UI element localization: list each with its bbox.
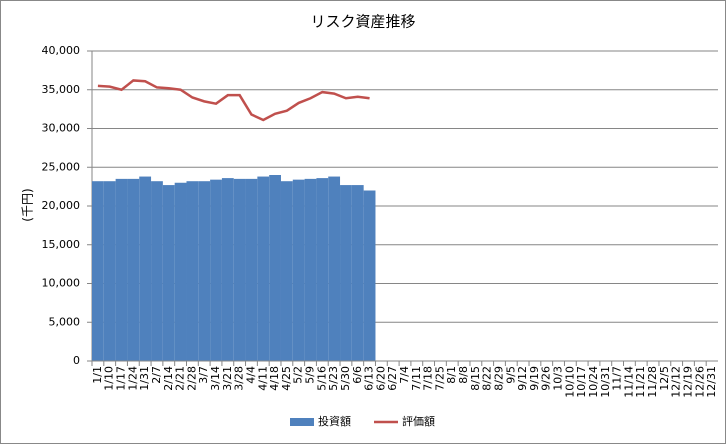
x-tick-label: 5/9 [304, 366, 317, 384]
x-tick-label: 4/18 [268, 366, 281, 391]
x-tick-label: 7/25 [433, 366, 446, 391]
x-tick-label: 11/28 [646, 366, 659, 398]
legend-label: 投資額 [318, 414, 351, 428]
x-tick-label: 10/17 [575, 366, 588, 398]
x-tick-label: 2/21 [174, 366, 187, 391]
x-tick-label: 2/7 [150, 366, 163, 384]
x-tick-label: 12/31 [705, 366, 718, 398]
x-tick-label: 6/13 [363, 366, 376, 391]
x-tick-label: 12/19 [681, 366, 694, 398]
bar [257, 176, 270, 361]
x-tick-label: 4/25 [280, 366, 293, 391]
x-tick-label: 10/24 [587, 366, 600, 398]
bar [198, 181, 211, 361]
bar [351, 185, 364, 361]
x-tick-label: 4/4 [244, 366, 257, 384]
x-tick-label: 11/21 [634, 366, 647, 398]
bar [92, 181, 104, 361]
y-tick-label: 15,000 [42, 238, 81, 251]
x-tick-label: 10/3 [552, 366, 565, 391]
x-tick-label: 8/15 [469, 366, 482, 391]
x-tick-label: 6/27 [386, 366, 399, 391]
chart-title: リスク資産推移 [310, 13, 415, 31]
x-tick-label: 12/26 [693, 366, 706, 398]
x-tick-label: 9/5 [504, 366, 517, 384]
y-tick-label: 30,000 [42, 122, 81, 135]
bar [115, 178, 128, 361]
y-tick-label: 25,000 [42, 160, 81, 173]
bar [210, 179, 222, 361]
x-tick-label: 7/4 [398, 366, 411, 384]
y-tick-label: 35,000 [42, 83, 81, 96]
x-tick-label: 11/14 [622, 366, 635, 398]
bar [127, 178, 140, 361]
x-tick-label: 1/10 [103, 366, 116, 391]
x-tick-label: 5/16 [315, 366, 328, 391]
x-tick-label: 9/26 [540, 366, 553, 391]
x-tick-label: 8/8 [457, 366, 470, 384]
x-tick-label: 2/28 [185, 366, 198, 391]
x-tick-label: 10/10 [563, 366, 576, 398]
x-tick-label: 7/11 [410, 366, 423, 391]
bar [363, 190, 376, 361]
x-tick-label: 8/22 [481, 366, 494, 391]
x-tick-label: 8/1 [445, 366, 458, 384]
x-tick-label: 5/23 [327, 366, 340, 391]
x-tick-label: 3/21 [221, 366, 234, 391]
x-tick-label: 6/20 [374, 366, 387, 391]
bar [233, 178, 246, 361]
y-axis-label: (千円) [21, 188, 35, 221]
bar [245, 178, 258, 361]
bar [162, 185, 175, 361]
bar [151, 181, 163, 361]
x-tick-label: 12/5 [658, 366, 671, 391]
x-tick-label: 9/19 [528, 366, 541, 391]
x-tick-label: 2/14 [162, 366, 175, 391]
bar [174, 182, 187, 361]
x-tick-label: 8/29 [492, 366, 505, 391]
y-tick-label: 20,000 [42, 199, 81, 212]
bar [186, 181, 199, 361]
bar [269, 175, 281, 361]
bar [292, 179, 305, 361]
x-tick-label: 4/11 [256, 366, 269, 391]
x-tick-label: 9/12 [516, 366, 529, 391]
bar [221, 178, 234, 361]
y-tick-label: 10,000 [42, 277, 81, 290]
x-tick-label: 5/30 [339, 366, 352, 391]
x-tick-label: 11/7 [611, 366, 624, 391]
x-tick-label: 3/28 [233, 366, 246, 391]
x-tick-label: 3/14 [209, 366, 222, 391]
bar [280, 181, 293, 361]
y-tick-label: 40,000 [42, 44, 81, 57]
bar [139, 176, 152, 361]
x-tick-label: 12/12 [670, 366, 683, 398]
x-tick-label: 6/6 [351, 366, 364, 384]
legend-swatch [290, 418, 314, 426]
legend-label: 評価額 [402, 414, 435, 428]
y-tick-label: 5,000 [49, 315, 81, 328]
y-tick-label: 0 [73, 354, 80, 367]
x-tick-label: 5/2 [292, 366, 305, 384]
bar [340, 185, 352, 361]
line [97, 79, 370, 122]
x-tick-label: 1/17 [115, 366, 128, 391]
bar [328, 176, 341, 361]
x-tick-label: 1/1 [91, 366, 104, 384]
x-tick-label: 10/31 [599, 366, 612, 398]
bar [316, 178, 329, 361]
bar [103, 181, 116, 361]
x-tick-label: 1/31 [138, 366, 151, 391]
x-tick-label: 3/7 [197, 366, 210, 384]
bar [304, 178, 317, 361]
x-tick-label: 1/24 [126, 366, 139, 391]
x-tick-label: 7/18 [422, 366, 435, 391]
